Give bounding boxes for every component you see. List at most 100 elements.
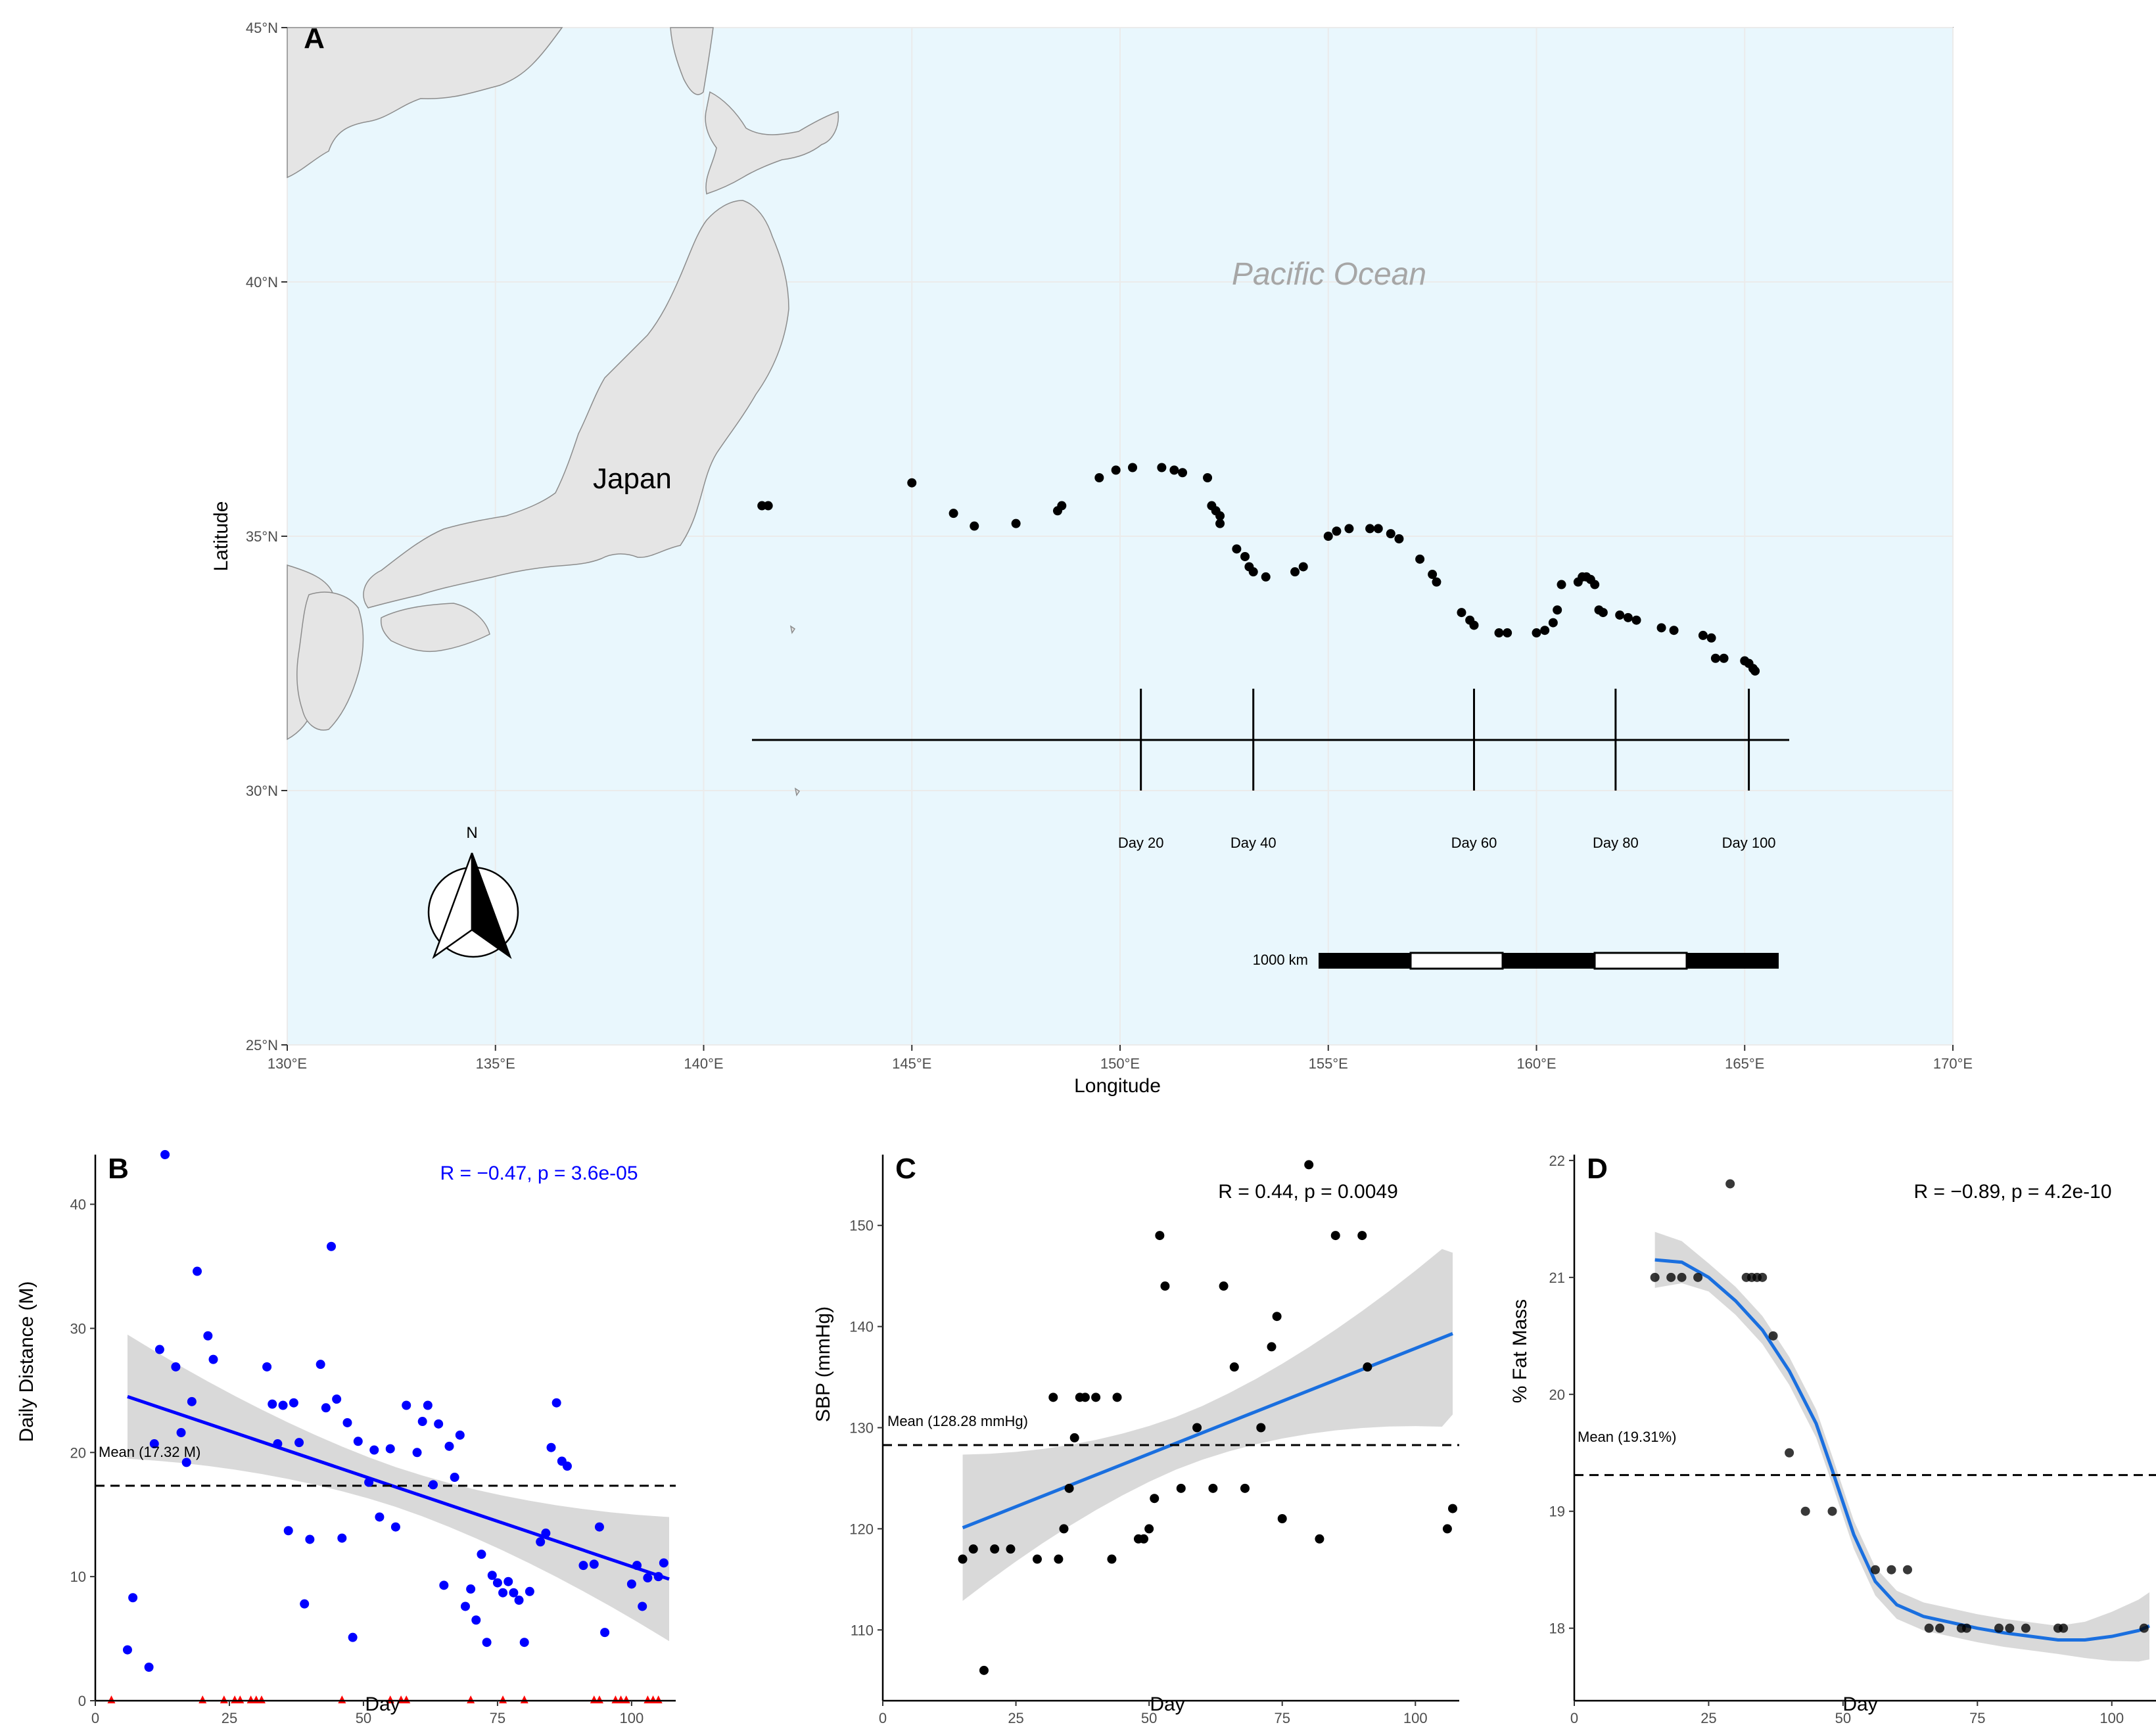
data-point bbox=[402, 1400, 411, 1410]
x-tick-label: 155°E bbox=[1309, 1055, 1348, 1072]
track-point bbox=[1598, 608, 1608, 618]
x-tick-label: 50 bbox=[356, 1710, 371, 1726]
y-tick-label: 120 bbox=[849, 1521, 874, 1537]
zero-distance-marker bbox=[220, 1695, 228, 1703]
data-point bbox=[1924, 1623, 1934, 1633]
data-point bbox=[979, 1665, 989, 1675]
distance-mean-label: Mean (17.32 M) bbox=[99, 1444, 200, 1460]
track-point bbox=[1128, 463, 1138, 472]
data-point bbox=[412, 1448, 422, 1458]
data-point bbox=[589, 1559, 599, 1569]
data-point bbox=[1886, 1565, 1896, 1575]
data-point bbox=[193, 1266, 202, 1276]
scale-segment bbox=[1687, 953, 1779, 969]
data-point bbox=[1155, 1231, 1165, 1241]
data-point bbox=[536, 1537, 546, 1547]
distance-panel: B 0 25 50 75 100 0 10 20 30 40 R = −0.47, p = 3.6… bbox=[16, 1150, 676, 1726]
data-point bbox=[364, 1477, 374, 1487]
y-tick-label: 25°N bbox=[246, 1037, 278, 1053]
data-point bbox=[1139, 1534, 1149, 1544]
data-point bbox=[342, 1417, 352, 1427]
track-point bbox=[970, 521, 979, 531]
track-point bbox=[1631, 615, 1641, 625]
data-point bbox=[541, 1529, 551, 1538]
data-point bbox=[385, 1444, 395, 1454]
x-tick-label: 0 bbox=[91, 1710, 99, 1726]
data-point bbox=[1240, 1483, 1250, 1493]
distance-y-title: Daily Distance (M) bbox=[16, 1281, 37, 1442]
data-point bbox=[1112, 1393, 1122, 1402]
track-point bbox=[1057, 501, 1067, 511]
data-point bbox=[1107, 1554, 1117, 1564]
zero-distance-marker bbox=[595, 1695, 603, 1703]
track-point bbox=[1386, 529, 1395, 539]
map-panel: Japan Pacific Ocean A Day 20 Day 40 Day 60… bbox=[210, 20, 1973, 1097]
data-point bbox=[1277, 1514, 1287, 1523]
distance-x-title: Day bbox=[365, 1693, 400, 1715]
timeline-label: Day 80 bbox=[1593, 835, 1639, 851]
data-point bbox=[337, 1533, 347, 1543]
x-tick-label: 25 bbox=[1008, 1710, 1023, 1726]
data-point bbox=[1048, 1393, 1058, 1402]
zero-distance-marker bbox=[338, 1695, 346, 1703]
data-point bbox=[551, 1398, 561, 1408]
fit-line bbox=[1654, 1258, 2150, 1642]
data-point bbox=[181, 1458, 191, 1467]
track-point bbox=[1240, 551, 1250, 561]
data-point bbox=[519, 1638, 529, 1647]
data-point bbox=[638, 1601, 647, 1611]
data-point bbox=[487, 1571, 497, 1580]
north-label: N bbox=[466, 824, 477, 842]
y-tick-label: 140 bbox=[849, 1319, 874, 1335]
track-point bbox=[1394, 534, 1404, 543]
data-point bbox=[659, 1558, 668, 1568]
track-point bbox=[1719, 653, 1729, 663]
zero-distance-marker bbox=[499, 1695, 507, 1703]
data-point bbox=[2059, 1623, 2069, 1633]
track-point bbox=[1111, 465, 1121, 475]
track-point bbox=[1178, 468, 1188, 478]
data-point bbox=[321, 1403, 331, 1413]
data-point bbox=[1304, 1160, 1314, 1170]
data-point bbox=[1870, 1565, 1880, 1575]
data-point bbox=[305, 1534, 315, 1544]
data-point bbox=[482, 1638, 492, 1647]
data-point bbox=[423, 1400, 433, 1410]
data-point bbox=[1069, 1433, 1079, 1442]
y-tick-label: 30 bbox=[70, 1320, 86, 1337]
x-tick-label: 100 bbox=[620, 1710, 644, 1726]
panel-label-c: C bbox=[895, 1153, 916, 1185]
data-point bbox=[1192, 1423, 1202, 1433]
y-tick-label: 21 bbox=[1549, 1270, 1565, 1286]
track-point bbox=[1706, 633, 1716, 643]
data-point bbox=[1272, 1312, 1282, 1322]
track-point bbox=[1215, 511, 1225, 521]
track-point bbox=[1215, 518, 1225, 528]
data-point bbox=[1448, 1504, 1457, 1513]
sbp-x-title: Day bbox=[1150, 1693, 1184, 1715]
track-point bbox=[1428, 570, 1438, 580]
data-point bbox=[1785, 1448, 1794, 1458]
track-point bbox=[1011, 518, 1021, 528]
data-point bbox=[1693, 1272, 1703, 1282]
x-tick-label: 100 bbox=[1403, 1710, 1428, 1726]
whale-track bbox=[757, 463, 1760, 676]
sakhalin-coast bbox=[670, 27, 714, 95]
data-point bbox=[369, 1445, 379, 1455]
data-point bbox=[316, 1360, 325, 1370]
x-tick-label: 25 bbox=[1700, 1710, 1716, 1726]
data-point bbox=[1363, 1362, 1372, 1372]
track-point bbox=[1332, 526, 1342, 536]
track-point bbox=[1623, 612, 1633, 622]
track-point bbox=[1248, 567, 1258, 577]
track-point bbox=[1503, 628, 1512, 638]
data-point bbox=[439, 1580, 449, 1590]
data-point bbox=[1006, 1544, 1016, 1554]
track-point bbox=[1553, 605, 1562, 615]
shikoku-landmass bbox=[380, 603, 490, 653]
track-point bbox=[1750, 666, 1760, 676]
fatmass-y-title: % Fat Mass bbox=[1509, 1299, 1531, 1403]
data-point bbox=[578, 1561, 588, 1571]
sbp-plot: 0 25 50 75 100 110 120 130 140 150 bbox=[849, 1155, 1459, 1726]
data-point bbox=[546, 1442, 556, 1452]
